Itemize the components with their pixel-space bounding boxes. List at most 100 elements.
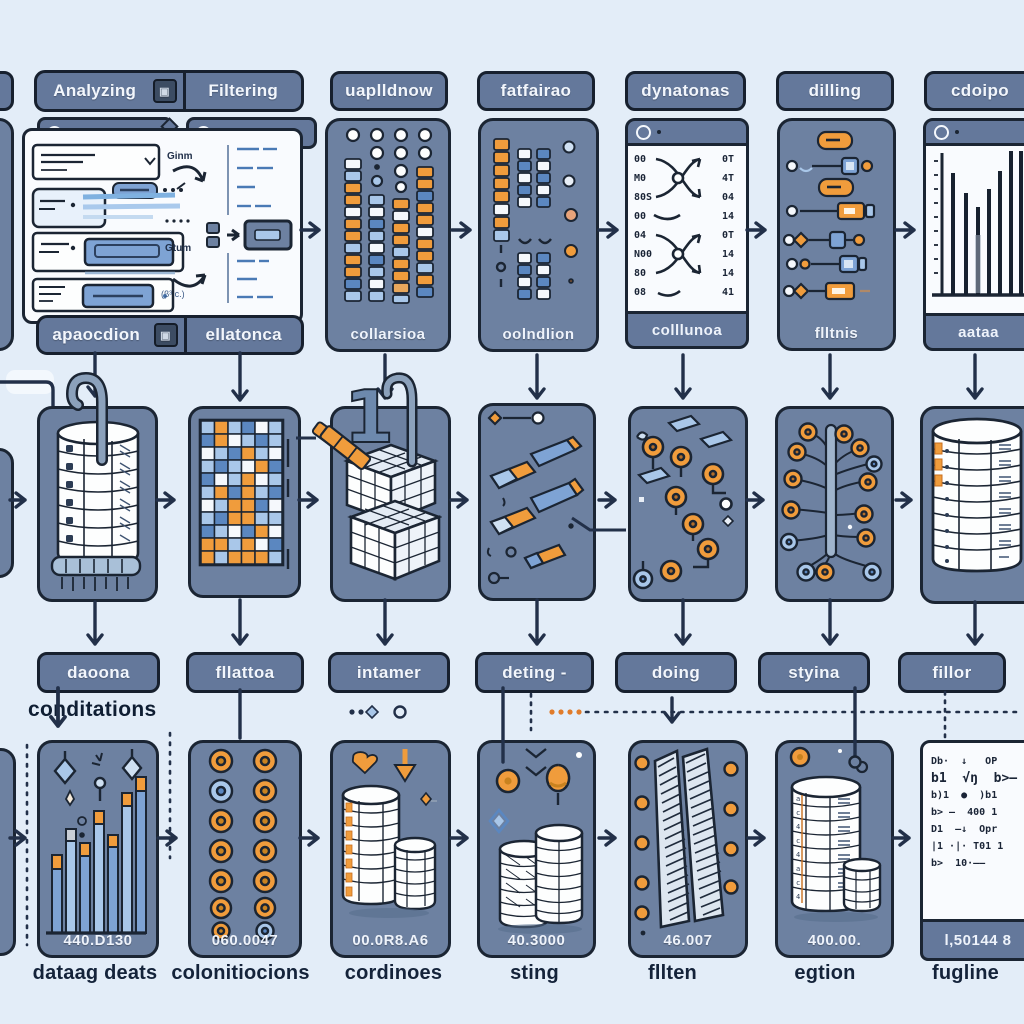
window-dot <box>955 130 959 134</box>
svg-text:c: c <box>796 879 800 887</box>
window-dot <box>657 130 661 134</box>
phone-topbar <box>625 118 749 146</box>
badge-daoona: daoona <box>37 652 160 693</box>
panel-footer-label: 40.3000 <box>507 932 566 949</box>
svg-text:a: a <box>796 795 800 803</box>
panel-footer-label: colllunoa <box>651 321 723 339</box>
svg-text:41: 41 <box>722 287 734 298</box>
caption-sting: sting <box>510 962 559 984</box>
svg-text:80S: 80S <box>634 192 652 203</box>
badge-dynatonas: dynatonas <box>625 71 746 111</box>
row3-panel-coins: 060.0047 <box>188 740 302 958</box>
badge-fllattoa: fllattoa <box>186 652 304 693</box>
panel-footer-bar: colllunoa <box>625 311 749 349</box>
footer-badge-pair: apaocdion ▣ ellatonca <box>36 315 304 355</box>
row3-panel-towers: 46.007 <box>628 740 748 958</box>
svg-text:08: 08 <box>634 287 646 298</box>
svg-text:a: a <box>796 865 800 873</box>
caption-egtion: egtion <box>794 962 856 984</box>
svg-text:0T: 0T <box>722 230 734 241</box>
row1-panel-oolndlion: oolndlion <box>478 118 599 352</box>
database-cylinder-illustration <box>50 420 142 591</box>
svg-text:4: 4 <box>796 893 800 901</box>
partial-panel-row3-left <box>0 748 16 956</box>
svg-text:04: 04 <box>634 230 646 241</box>
svg-text:04: 04 <box>722 192 734 203</box>
panel-footer-label: 46.007 <box>663 932 713 949</box>
row2-panel-cubes <box>330 406 451 602</box>
row3-panel-barchart: 440.D130 <box>37 740 159 958</box>
code-line: |1 ·|· T01 1 <box>931 841 1004 852</box>
svg-text:14: 14 <box>722 268 734 279</box>
badge-cdoipo: cdoipo <box>924 71 1024 111</box>
row2-panel-big-cylinder <box>920 406 1024 604</box>
browser-window-body: Ginm Gtum (β³ c.) <box>22 128 303 324</box>
scatter-nodes-illustration <box>632 414 735 590</box>
row2-panel-tree <box>775 406 894 602</box>
badge-doing: doing <box>615 652 737 693</box>
svg-text:0T: 0T <box>722 154 734 165</box>
badge-fillor: fillor <box>898 652 1006 693</box>
svg-text:00: 00 <box>634 211 646 222</box>
panel-footer-label: collarsioa <box>350 326 426 343</box>
svg-text:80: 80 <box>634 268 646 279</box>
panel-footer-label: flltnis <box>814 325 859 342</box>
isometric-cubes-illustration <box>343 443 442 581</box>
caption-fugline: fugline <box>932 962 999 984</box>
badge-fatfairao: fatfairao <box>477 71 595 111</box>
badge-ellatonca: ellatonca <box>205 325 282 344</box>
panel-footer-label: oolndlion <box>502 326 575 343</box>
svg-text:M0: M0 <box>634 173 646 184</box>
badge-intamer: intamer <box>328 652 450 693</box>
stacked-columns-illustration <box>344 127 434 304</box>
badge-filtering: Filtering <box>208 81 279 100</box>
sliders-illustration <box>782 130 876 301</box>
svg-text:00: 00 <box>634 154 646 165</box>
badge-uaplldnow: uaplldnow <box>330 71 448 111</box>
panel-footer-label: aataa <box>958 323 999 341</box>
svg-text:c: c <box>796 809 800 817</box>
code-sketch: Db· ↓ OP b1 √ŋ b>— b)1 ● )b1 b> — 400 1 … <box>931 753 1024 872</box>
code-line: D1 —↓ Opr <box>931 824 998 835</box>
panel-footer-bar: l,50144 8 <box>920 919 1024 961</box>
bar-chart-illustration <box>932 151 1024 297</box>
shuffle-illustration: 00 0T M0 4T 80S 04 00 14 04 0T N00 14 80 14 08 4… <box>634 154 734 298</box>
phone-topbar <box>923 118 1024 146</box>
scattered-bricks-illustration <box>486 410 585 585</box>
divider <box>182 73 186 109</box>
code-line: b)1 ● )b1 <box>931 790 998 801</box>
panel-footer-label: 440.D130 <box>63 932 133 949</box>
row3-panel-cylinders-b: 40.3000 <box>477 740 596 958</box>
svg-text:14: 14 <box>722 249 734 260</box>
divider <box>183 318 187 352</box>
row2-panel-bricks <box>478 403 596 601</box>
code-line: b1 √ŋ b>— <box>931 771 1018 786</box>
row1-panel-collarsioa: collarsioa <box>325 118 451 352</box>
partial-badge-left <box>0 71 14 111</box>
row1-panel-colllunoa: 00 0T M0 4T 80S 04 00 14 04 0T N00 14 80 14 08 4… <box>625 118 749 349</box>
svg-text:4: 4 <box>796 823 800 831</box>
mini-label-top: Ginm <box>167 151 193 162</box>
window-circle-icon <box>636 124 651 140</box>
caption-colonitocions: colonitiocions <box>171 962 310 984</box>
svg-text:4T: 4T <box>722 173 734 184</box>
window-icon: ▣ <box>153 323 178 347</box>
two-cylinders-illustration <box>341 749 437 918</box>
caption-cordinoes: cordinoes <box>344 962 443 984</box>
hatched-towers-illustration <box>634 747 739 936</box>
panel-footer-bar: aataa <box>923 313 1024 351</box>
coin-stacks-illustration <box>488 748 584 934</box>
row2-panel-mosaic <box>188 406 301 598</box>
intamer-glyphs <box>349 704 407 720</box>
mini-label-bottom: Gtum <box>165 243 191 254</box>
code-line: Db· ↓ OP <box>931 756 998 767</box>
window-circle-icon <box>934 124 949 140</box>
badge-apaocdion: apaocdion <box>52 325 141 344</box>
panel-footer-label: l,50144 8 <box>944 931 1012 949</box>
svg-text:14: 14 <box>722 211 734 222</box>
panel-footer-label: 060.0047 <box>211 932 279 949</box>
caption-dataag-deats: dataag deats <box>32 962 158 984</box>
svg-text:4: 4 <box>796 851 800 859</box>
